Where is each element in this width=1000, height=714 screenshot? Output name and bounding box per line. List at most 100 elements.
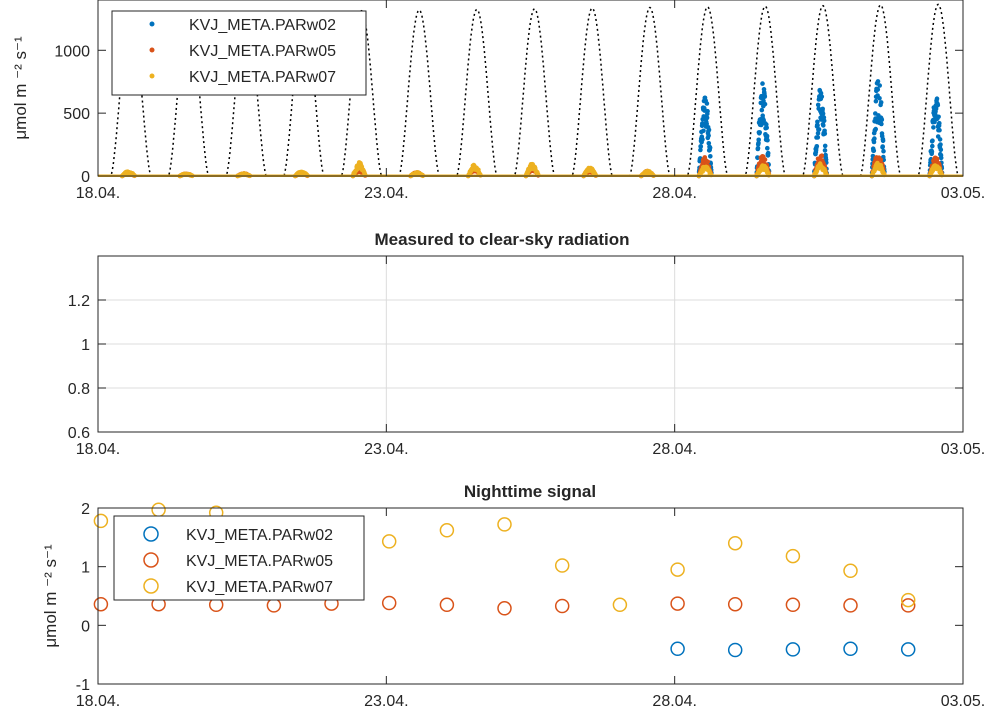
- legend-label-parw07: KVJ_META.PARw07: [189, 69, 336, 86]
- clear-sky-curve: [98, 3, 963, 177]
- data-point: [821, 123, 826, 128]
- series-kvj-meta-parw07: [93, 502, 916, 613]
- legend-label-parw05: KVJ_META.PARw05: [186, 553, 333, 570]
- data-point: [843, 563, 858, 579]
- x-tick-label: 28.04.: [652, 441, 696, 458]
- y-tick-label: 2: [81, 501, 90, 518]
- panel-nighttime-signal: Nighttime signal 18.04. 23.04. 28.04. 03.05…: [41, 482, 985, 710]
- data-point: [877, 96, 882, 101]
- data-point: [765, 137, 770, 143]
- data-point: [727, 596, 743, 612]
- data-point: [706, 133, 711, 138]
- legend-box: [113, 515, 365, 601]
- data-point: [871, 148, 877, 153]
- data-point: [938, 147, 944, 153]
- data-point: [938, 155, 944, 161]
- axis-ticks: 18.04. 23.04. 28.04. 03.05. 0.6 0.8 1 1.2: [68, 256, 985, 458]
- legend-label-parw05: KVJ_META.PARw05: [189, 43, 336, 60]
- data-point: [900, 642, 916, 657]
- data-point: [879, 117, 885, 123]
- data-point: [705, 108, 710, 114]
- panel-measured-to-clear-sky: Measured to clear-sky radiation 18.04. 23…: [68, 230, 985, 458]
- data-point: [381, 534, 397, 549]
- data-point: [785, 548, 801, 564]
- x-tick-label: 28.04.: [652, 693, 696, 710]
- data-point: [727, 642, 743, 658]
- legend-marker-parw05: [149, 47, 155, 53]
- data-point: [878, 100, 884, 105]
- data-point: [705, 159, 711, 165]
- x-tick-label: 18.04.: [76, 441, 120, 458]
- data-point: [938, 142, 943, 147]
- y-tick-label: 0: [81, 169, 90, 186]
- data-point: [821, 118, 827, 124]
- legend-marker-parw07: [149, 73, 155, 79]
- data-point: [818, 90, 824, 96]
- clear-sky-line: [98, 3, 963, 177]
- panel-radiation: 18.04. 23.04. 28.04. 03.05. 0 500 1000 μmol m …: [11, 0, 985, 202]
- data-point: [755, 145, 761, 151]
- data-point: [704, 101, 710, 106]
- x-tick-label: 23.04.: [364, 441, 408, 458]
- data-point: [698, 144, 704, 149]
- axis-ticks: 18.04. 23.04. 28.04. 03.05. -1 0 1 2: [76, 501, 985, 710]
- data-point: [930, 138, 935, 143]
- data-point: [708, 154, 713, 159]
- data-point: [785, 597, 801, 613]
- axis-ticks: 18.04. 23.04. 28.04. 03.05. 0 500 1000: [54, 0, 985, 202]
- data-point: [765, 145, 770, 151]
- data-point: [381, 595, 397, 611]
- data-point: [815, 119, 820, 125]
- legend-label-parw02: KVJ_META.PARw02: [189, 17, 336, 34]
- legend-marker-parw02: [149, 21, 155, 27]
- data-point: [929, 149, 935, 155]
- x-tick-label: 18.04.: [76, 185, 120, 202]
- data-point: [707, 145, 713, 150]
- data-point: [497, 517, 512, 532]
- data-point: [593, 173, 599, 178]
- data-point: [930, 143, 935, 149]
- data-point: [764, 133, 770, 139]
- x-tick-label: 03.05.: [941, 441, 985, 458]
- data-point: [670, 596, 685, 611]
- data-point: [937, 137, 943, 142]
- data-point: [478, 173, 483, 178]
- panel-title: Nighttime signal: [464, 482, 596, 501]
- data-point: [873, 126, 878, 132]
- data-point: [878, 157, 884, 162]
- x-tick-label: 23.04.: [364, 693, 408, 710]
- data-point: [814, 144, 820, 149]
- data-point: [820, 106, 825, 112]
- data-point: [931, 125, 936, 130]
- data-point: [497, 601, 512, 616]
- data-point: [701, 128, 706, 134]
- data-point: [843, 598, 858, 613]
- data-point: [822, 148, 828, 153]
- y-tick-label: 0.8: [68, 381, 90, 398]
- x-tick-label: 28.04.: [652, 185, 696, 202]
- axes-frame: [97, 0, 964, 177]
- y-tick-label: 1.2: [68, 293, 90, 310]
- data-point: [939, 172, 945, 178]
- data-point: [815, 135, 821, 140]
- legend: KVJ_META.PARw02 KVJ_META.PARw05 KVJ_META…: [113, 515, 365, 601]
- data-point: [706, 127, 712, 133]
- data-point: [820, 111, 826, 116]
- data-point: [880, 144, 885, 149]
- data-point: [764, 125, 769, 130]
- data-point: [439, 523, 455, 538]
- data-point: [937, 127, 942, 133]
- data-point: [757, 130, 762, 135]
- y-tick-label: 1: [81, 560, 90, 577]
- data-point: [937, 120, 942, 126]
- data-point: [762, 157, 768, 162]
- data-point: [708, 172, 714, 178]
- data-point: [439, 597, 455, 613]
- data-point: [698, 147, 703, 153]
- data-point: [880, 138, 886, 144]
- data-point: [612, 597, 628, 613]
- legend-box: [111, 10, 367, 96]
- y-axis-label: μmol m ⁻² s⁻¹: [11, 36, 30, 140]
- data-point: [816, 127, 822, 132]
